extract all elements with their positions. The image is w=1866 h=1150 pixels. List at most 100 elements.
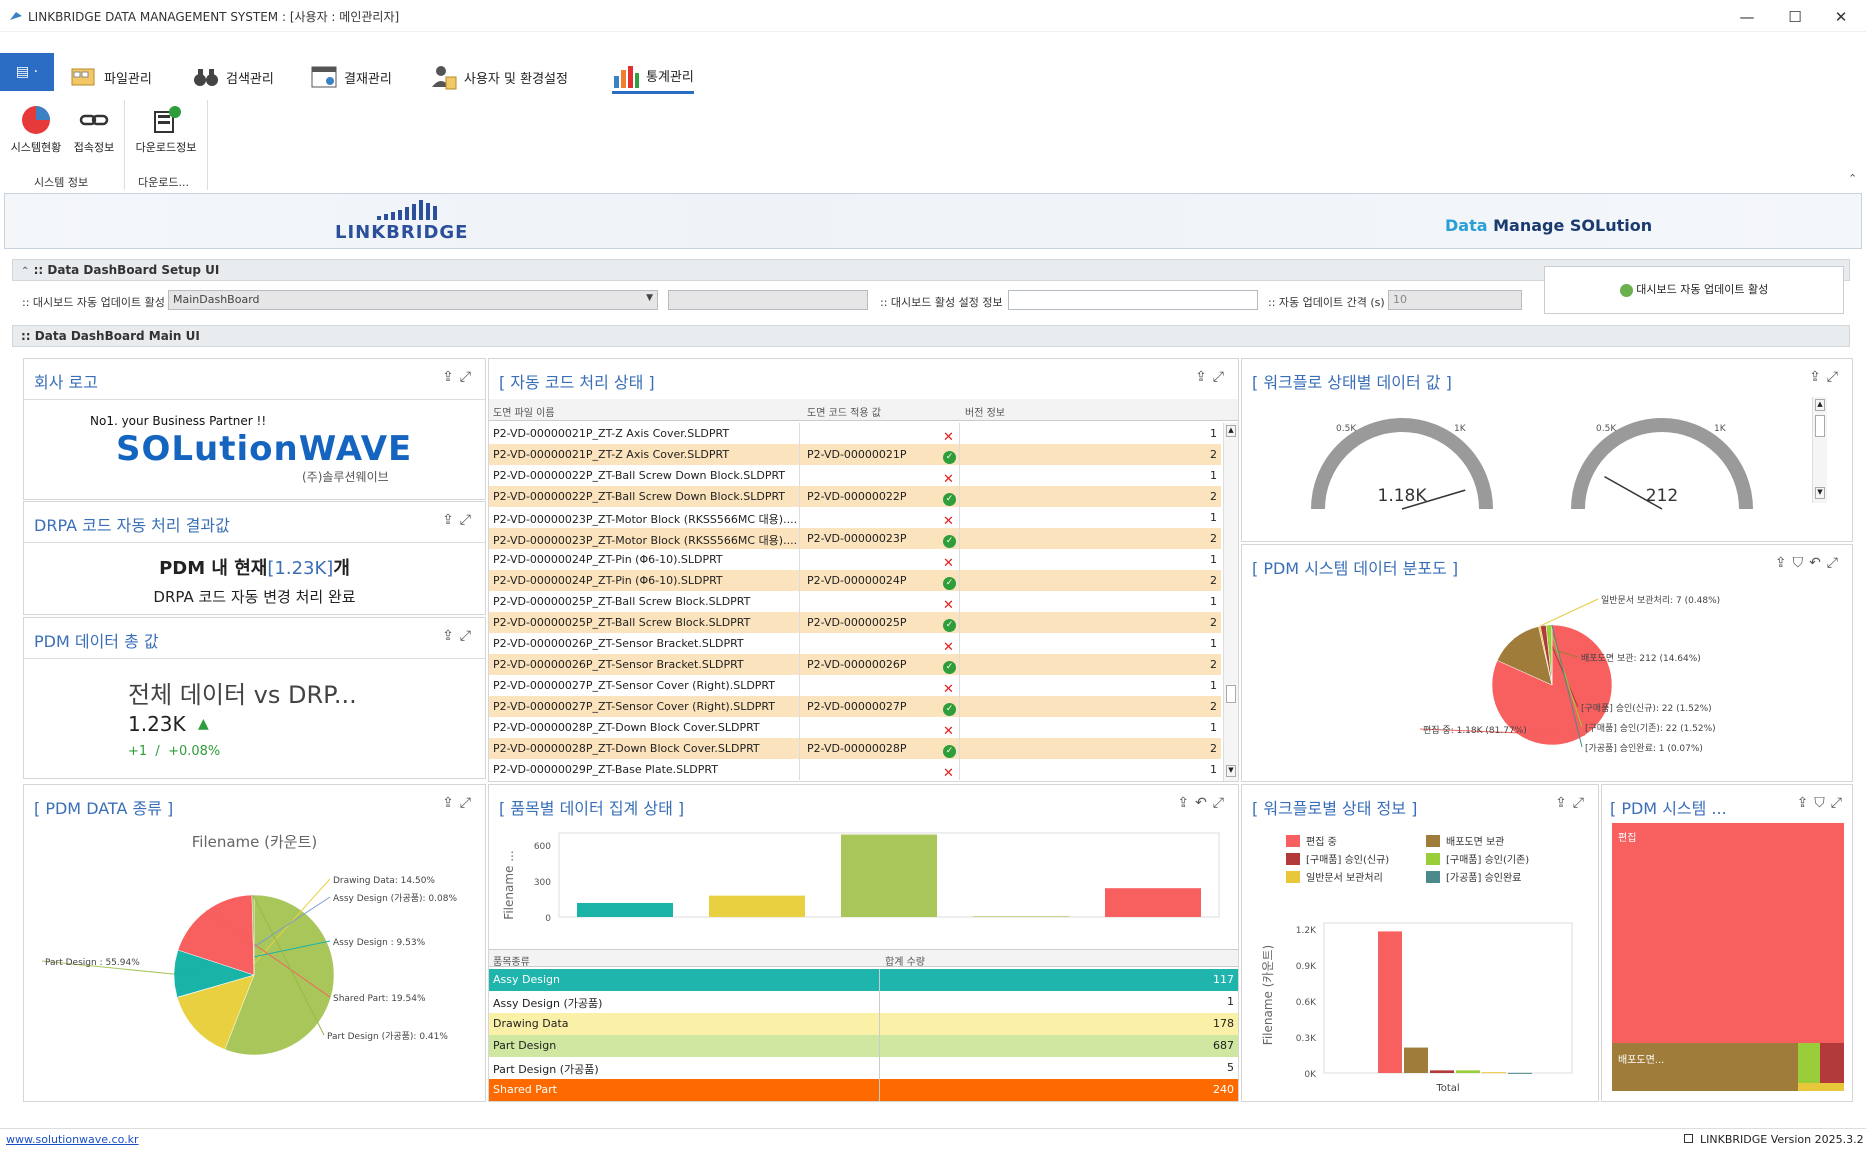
undo-icon[interactable]: ↶ [1809, 555, 1827, 571]
file-menu-button[interactable]: ▤ · [0, 53, 54, 91]
version-cell: 1 [1210, 553, 1217, 566]
connection-info-button[interactable]: 접속정보 [70, 104, 118, 155]
column-header[interactable]: 품목종류 [493, 957, 530, 968]
file-name-cell: P2-VD-00000025P_ZT-Ball Screw Block.SLDP… [493, 616, 751, 629]
item-name-cell: Assy Design (가공품) [493, 997, 603, 1010]
grid-row[interactable]: Part Design 687 [489, 1035, 1238, 1057]
column-header[interactable]: 합계 수량 [885, 957, 925, 968]
table-row[interactable]: P2-VD-00000027P_ZT-Sensor Cover (Right).… [489, 696, 1221, 717]
download-info-button[interactable]: 다운로드정보 [132, 104, 200, 155]
table-row[interactable]: P2-VD-00000028P_ZT-Down Block Cover.SLDP… [493, 721, 1217, 739]
column-header[interactable]: 도면 코드 적용 값 [807, 408, 881, 419]
export-icon[interactable]: ⇪ [442, 795, 460, 811]
scroll-thumb[interactable] [1815, 415, 1825, 437]
table-row[interactable]: P2-VD-00000024P_ZT-Pin (Φ6-10).SLDPRT P2-… [489, 570, 1221, 591]
grid-row[interactable]: Shared Part 240 [489, 1079, 1238, 1101]
tab-user-settings[interactable]: 사용자 및 환경설정 [430, 60, 568, 94]
website-link[interactable]: www.solutionwave.co.kr [6, 1133, 139, 1146]
export-icon[interactable]: ⇪ [1555, 795, 1573, 811]
activation-info-field[interactable] [1008, 290, 1258, 310]
maximize-icon[interactable]: ⤢ [459, 795, 477, 811]
table-row[interactable]: P2-VD-00000022P_ZT-Ball Screw Down Block… [489, 486, 1221, 507]
auto-update-select[interactable]: MainDashBoard ▼ [168, 290, 658, 310]
table-row[interactable]: P2-VD-00000029P_ZT-Base Plate.SLDPRT ✕ 1 [493, 763, 1217, 780]
minimize-button[interactable]: — [1739, 8, 1755, 26]
scroll-down-icon[interactable]: ▼ [1226, 765, 1236, 777]
tab-file-management[interactable]: 파일관리 [70, 60, 152, 94]
export-icon[interactable]: ⇪ [1774, 555, 1793, 571]
undo-icon[interactable]: ↶ [1195, 795, 1213, 811]
treemap-cell-editing[interactable]: 편집 [1612, 823, 1844, 1043]
maximize-icon[interactable]: ⤢ [1212, 369, 1230, 385]
scroll-up-icon[interactable]: ▲ [1226, 425, 1236, 437]
treemap-cell-purchase-existing[interactable] [1798, 1043, 1820, 1083]
table-row[interactable]: P2-VD-00000021P_ZT-Z Axis Cover.SLDPRT P2… [489, 444, 1221, 465]
tab-approval-management[interactable]: 결재관리 [310, 60, 392, 94]
scroll-up-icon[interactable]: ▲ [1815, 399, 1825, 411]
export-icon[interactable]: ⇪ [442, 512, 460, 528]
table-row[interactable]: P2-VD-00000028P_ZT-Down Block Cover.SLDP… [489, 738, 1221, 759]
maximize-icon[interactable]: ⤢ [459, 512, 477, 528]
column-divider [959, 423, 960, 780]
export-icon[interactable]: ⇪ [1809, 369, 1827, 385]
export-icon[interactable]: ⇪ [1195, 369, 1213, 385]
maximize-icon[interactable]: ⤢ [1212, 795, 1230, 811]
table-row[interactable]: P2-VD-00000025P_ZT-Ball Screw Block.SLDP… [493, 595, 1217, 613]
grid-row[interactable]: Drawing Data 178 [489, 1013, 1238, 1035]
export-icon[interactable]: ⇪ [1796, 795, 1815, 811]
maximize-button[interactable]: ☐ [1788, 8, 1802, 26]
table-scrollbar[interactable]: ▲ ▼ [1223, 423, 1238, 781]
title-bar: LINKBRIDGE DATA MANAGEMENT SYSTEM : [사용자… [0, 0, 1866, 32]
activate-dashboard-button[interactable]: 대시보드 자동 업데이트 활성 [1544, 266, 1844, 314]
grid-row[interactable]: Assy Design 117 [489, 969, 1238, 991]
treemap-cell-document[interactable] [1798, 1083, 1844, 1091]
treemap-cell-purchase-new[interactable] [1820, 1043, 1844, 1083]
tab-statistics[interactable]: 통계관리 [612, 60, 694, 94]
table-row[interactable]: P2-VD-00000026P_ZT-Sensor Bracket.SLDPRT… [493, 637, 1217, 655]
maximize-icon[interactable]: ⤢ [1826, 369, 1844, 385]
export-icon[interactable]: ⇪ [1177, 795, 1196, 811]
scroll-thumb[interactable] [1226, 685, 1236, 703]
interval-field[interactable]: 10 [1388, 290, 1522, 310]
panel-title: PDM 데이터 총 값 [34, 632, 159, 651]
collapse-ribbon-icon[interactable]: ⌃ [1848, 172, 1858, 185]
panel-scrollbar[interactable]: ▲ ▼ [1812, 397, 1827, 503]
pie-leader [1548, 624, 1583, 728]
chevron-down-icon: ▼ [646, 293, 653, 303]
table-row[interactable]: P2-VD-00000025P_ZT-Ball Screw Block.SLDP… [489, 612, 1221, 633]
maximize-icon[interactable]: ⤢ [1826, 555, 1844, 571]
close-button[interactable]: ✕ [1834, 8, 1848, 26]
maximize-icon[interactable]: ⤢ [1830, 795, 1848, 811]
scroll-down-icon[interactable]: ▼ [1815, 487, 1825, 499]
filter-icon[interactable]: ⛉ [1814, 795, 1831, 811]
grid-row[interactable]: Part Design (가공품) 5 [489, 1057, 1238, 1079]
column-divider [879, 991, 880, 1013]
setup-section-header[interactable]: ⌃ :: Data DashBoard Setup UI [12, 259, 1850, 281]
export-icon[interactable]: ⇪ [442, 628, 460, 644]
table-row[interactable]: P2-VD-00000024P_ZT-Pin (Φ6-10).SLDPRT ✕ 1 [493, 553, 1217, 571]
table-row[interactable]: P2-VD-00000026P_ZT-Sensor Bracket.SLDPRT… [489, 654, 1221, 675]
system-status-button[interactable]: 시스템현황 [8, 104, 64, 155]
column-header[interactable]: 버전 정보 [965, 408, 1005, 419]
grid-row[interactable]: Assy Design (가공품) 1 [489, 991, 1238, 1013]
legend-label: [구매품] 승인(기존) [1446, 854, 1529, 866]
maximize-icon[interactable]: ⤢ [1572, 795, 1590, 811]
maximize-icon[interactable]: ⤢ [459, 369, 477, 385]
table-row[interactable]: P2-VD-00000023P_ZT-Motor Block (RKSS566M… [493, 511, 1217, 529]
setup-extra-field[interactable] [668, 290, 868, 310]
panel-title: [ 자동 코드 처리 상태 ] [499, 373, 655, 392]
code-cell: P2-VD-00000028P [807, 742, 907, 755]
bar [841, 834, 937, 917]
table-row[interactable]: P2-VD-00000022P_ZT-Ball Screw Down Block… [493, 469, 1217, 487]
panel-title: [ 품목별 데이터 집계 상태 ] [499, 799, 685, 818]
treemap-cell-distribution[interactable]: 배포도면... [1612, 1043, 1798, 1091]
table-row[interactable]: P2-VD-00000023P_ZT-Motor Block (RKSS566M… [489, 528, 1221, 549]
table-row[interactable]: P2-VD-00000021P_ZT-Z Axis Cover.SLDPRT ✕ 1 [493, 427, 1217, 445]
maximize-icon[interactable]: ⤢ [459, 628, 477, 644]
column-header[interactable]: 도면 파일 이름 [493, 408, 555, 419]
filter-icon[interactable]: ⛉ [1792, 555, 1810, 571]
tab-search-management[interactable]: 검색관리 [192, 60, 274, 94]
export-icon[interactable]: ⇪ [442, 369, 460, 385]
bar [1404, 1047, 1428, 1073]
table-row[interactable]: P2-VD-00000027P_ZT-Sensor Cover (Right).… [493, 679, 1217, 697]
